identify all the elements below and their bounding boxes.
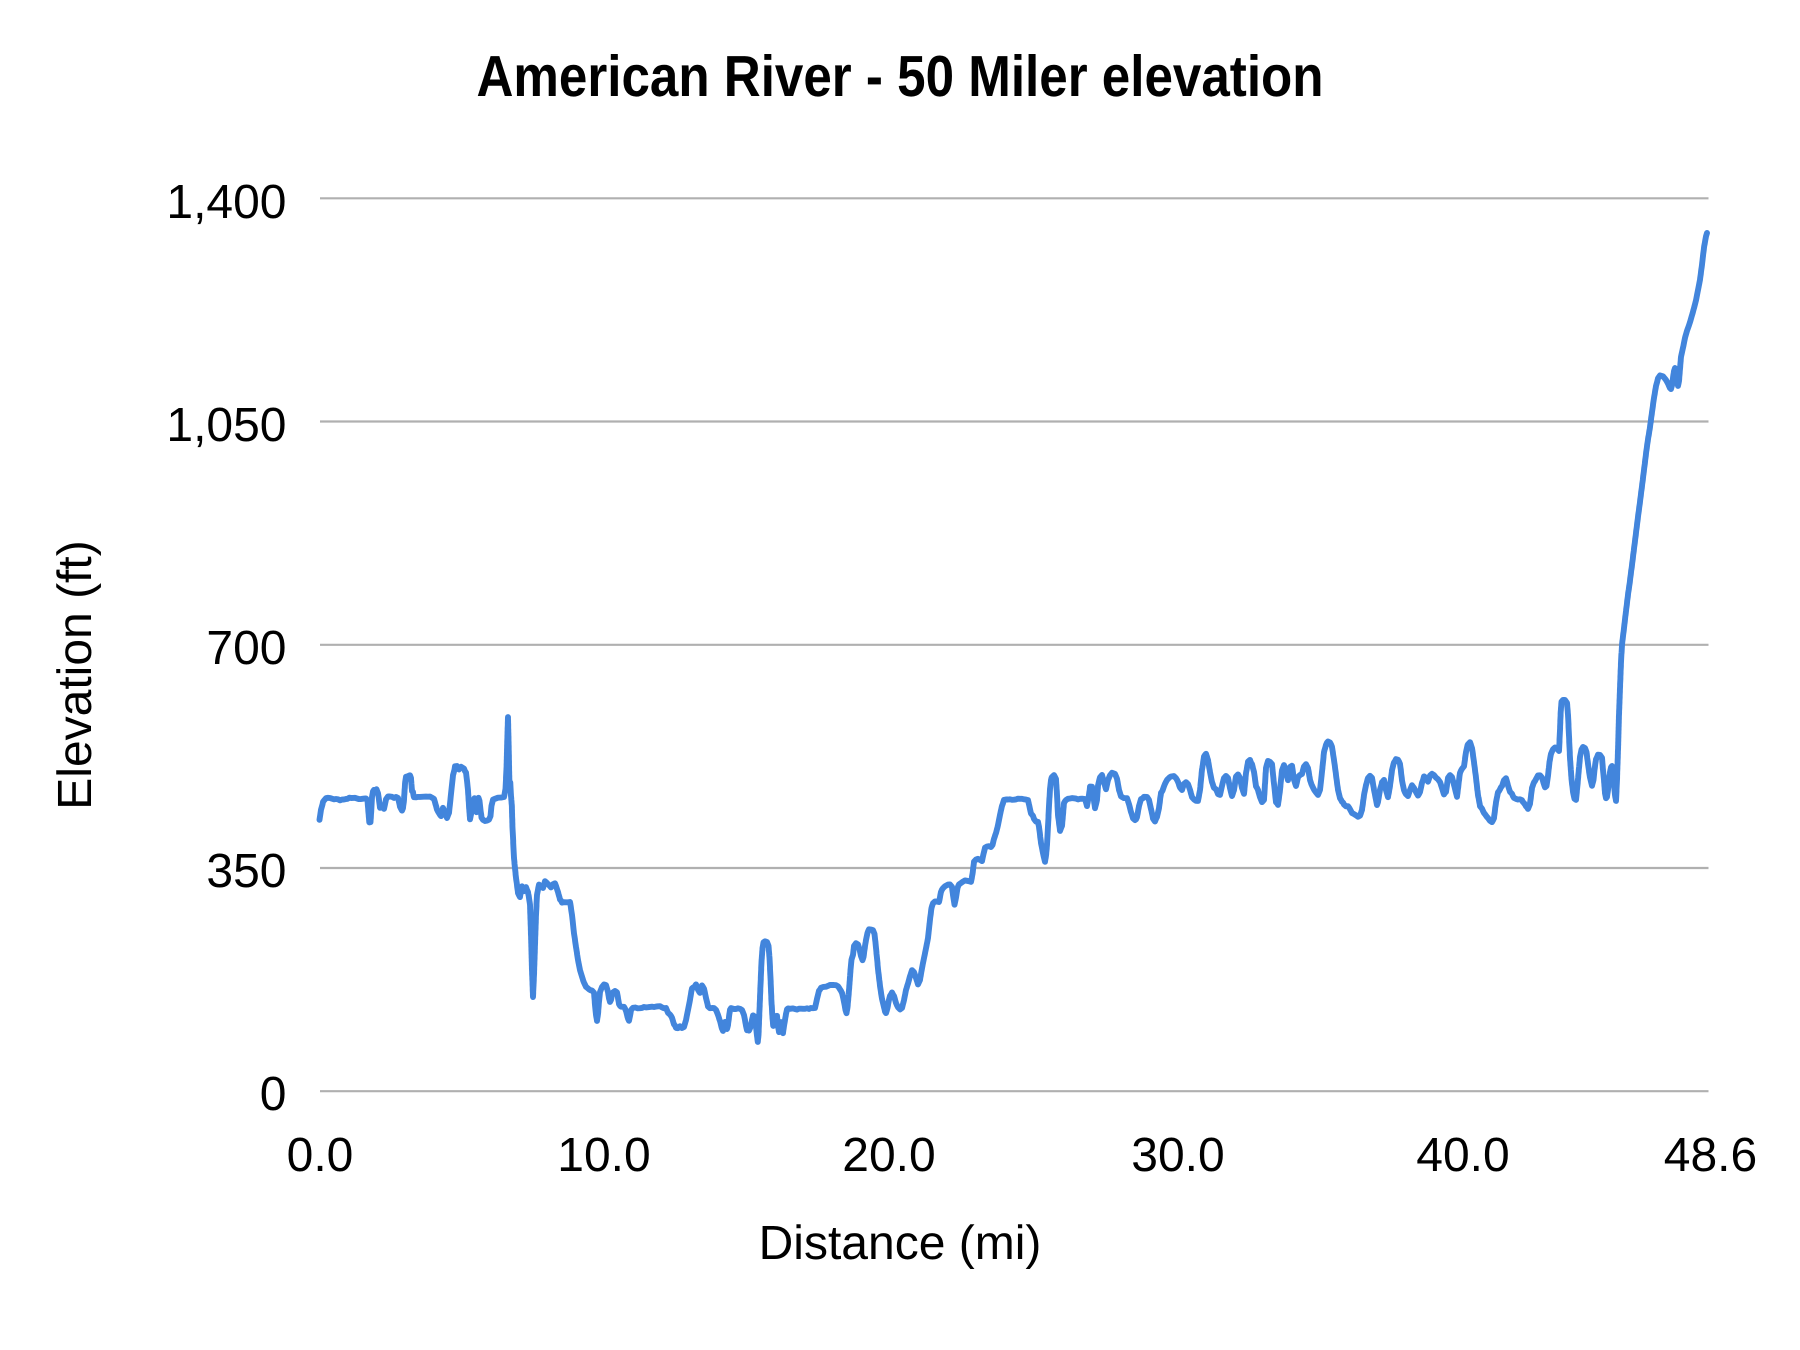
svg-text:40.0: 40.0 [1416,1129,1509,1182]
svg-text:30.0: 30.0 [1131,1129,1224,1182]
svg-text:700: 700 [206,622,286,675]
svg-text:350: 350 [206,845,286,898]
svg-text:0: 0 [260,1068,287,1121]
svg-text:Elevation (ft): Elevation (ft) [49,540,102,809]
svg-text:American River - 50 Miler elev: American River - 50 Miler elevation [477,44,1324,109]
svg-text:0.0: 0.0 [287,1129,354,1182]
svg-text:10.0: 10.0 [557,1129,650,1182]
svg-text:48.6: 48.6 [1664,1129,1757,1182]
svg-text:1,400: 1,400 [166,176,286,229]
svg-text:20.0: 20.0 [842,1129,935,1182]
svg-text:1,050: 1,050 [166,399,286,452]
svg-text:Distance (mi): Distance (mi) [759,1217,1042,1270]
